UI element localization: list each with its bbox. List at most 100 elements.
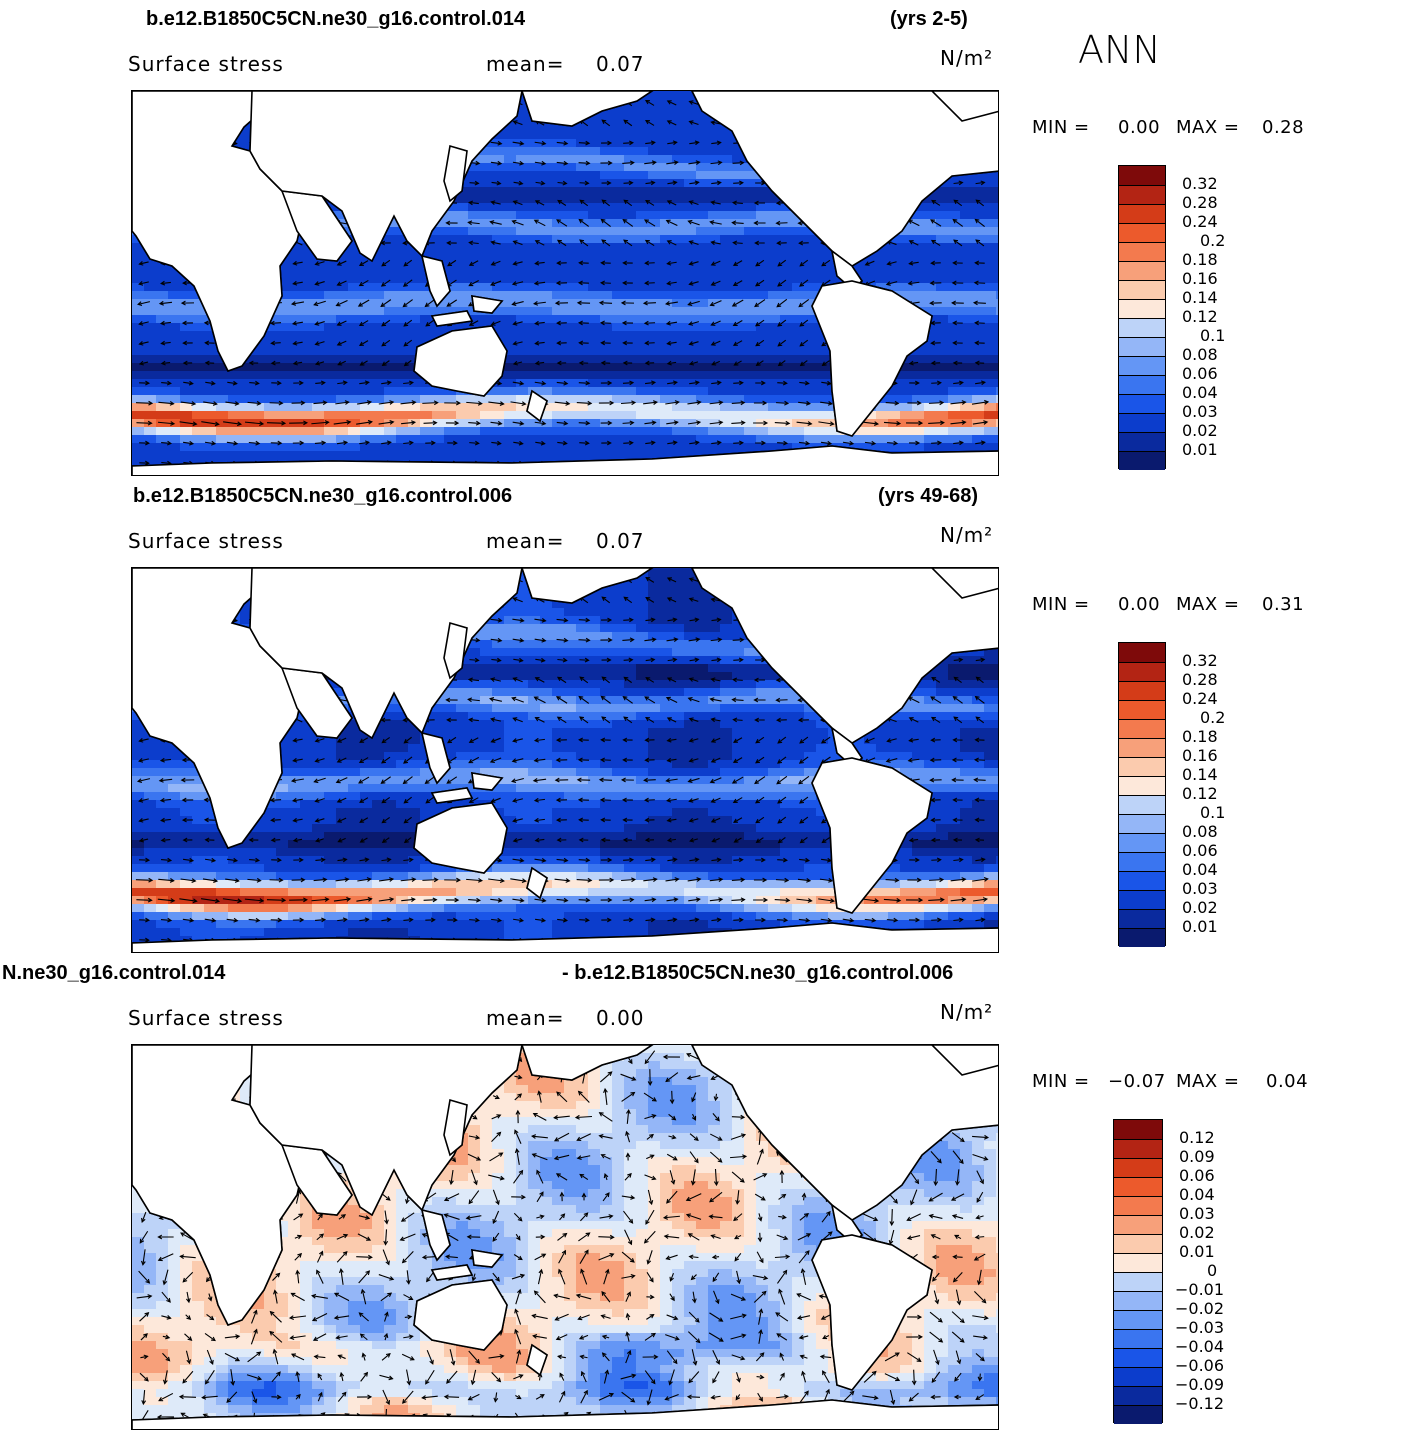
colorbar-tick-label: 0.02 [1179,1223,1215,1242]
colorbar-swatch [1119,204,1165,223]
colorbar-swatch [1119,356,1165,375]
colorbar-box [1118,165,1166,470]
colorbar-swatch [1114,1291,1162,1310]
colorbar-swatch [1119,776,1165,795]
colorbar-swatch [1119,643,1165,662]
panel1-max-value: 0.28 [1262,117,1305,138]
panel1-min-value: 0.00 [1118,117,1161,138]
panel1-max-label: MAX = [1176,117,1240,138]
colorbar-swatch [1119,413,1165,432]
colorbar-tick-label: 0.12 [1182,307,1218,326]
colorbar-swatch [1119,432,1165,451]
colorbar-tick-label: 0.09 [1179,1147,1215,1166]
panel2-max-label: MAX = [1176,594,1240,615]
colorbar-swatch [1114,1405,1162,1424]
colorbar-tick-label: 0.18 [1182,727,1218,746]
colorbar-swatch [1119,185,1165,204]
panel1-mean-label: mean= [486,52,565,76]
land-overlay [132,91,998,475]
colorbar-swatch [1119,662,1165,681]
colorbar-swatch [1114,1329,1162,1348]
land-overlay [132,568,998,952]
colorbar-tick-label: 0.01 [1179,1242,1215,1261]
colorbar-tick-label: 0.08 [1182,345,1218,364]
panel3-min-value: −0.07 [1108,1071,1166,1092]
colorbar-swatch [1119,337,1165,356]
colorbar-swatch [1119,299,1165,318]
colorbar-tick-label: 0.16 [1182,746,1218,765]
panel3-max-value: 0.04 [1266,1071,1309,1092]
colorbar-swatch [1119,242,1165,261]
colorbar-swatch [1119,261,1165,280]
colorbar-tick-label: −0.01 [1175,1280,1225,1299]
panel3-units: N/m² [940,1000,994,1024]
panel3-years: - b.e12.B1850C5CN.ne30_g16.control.006 [562,962,954,984]
panel2-map [131,567,999,953]
colorbar-tick-label: 0.1 [1200,803,1226,822]
colorbar-swatch [1119,833,1165,852]
colorbar-swatch [1119,394,1165,413]
colorbar-swatch [1114,1177,1162,1196]
colorbar-swatch [1114,1348,1162,1367]
land-overlay [132,1045,998,1429]
colorbar-tick-label: 0.1 [1200,326,1226,345]
colorbar-tick-label: −0.04 [1175,1337,1225,1356]
panel2-min-value: 0.00 [1118,594,1161,615]
panel3-map [131,1044,999,1430]
panel3-variable-label: Surface stress [128,1006,284,1030]
colorbar-swatch [1114,1386,1162,1405]
panel1-years: (yrs 2-5) [890,8,968,30]
colorbar-tick-label: 0.01 [1182,440,1218,459]
panel1-variable-label: Surface stress [128,52,284,76]
panel3-max-label: MAX = [1176,1071,1240,1092]
panel2-years: (yrs 49-68) [878,485,979,507]
colorbar-tick-label: 0 [1207,1261,1218,1280]
colorbar-tick-label: −0.12 [1175,1394,1225,1413]
colorbar-swatch [1119,700,1165,719]
panel2-min-label: MIN = [1032,594,1090,615]
colorbar-tick-label: 0.28 [1182,193,1218,212]
colorbar-swatch [1119,852,1165,871]
colorbar-tick-label: 0.18 [1182,250,1218,269]
colorbar-swatch [1119,451,1165,470]
colorbar-swatch [1119,280,1165,299]
colorbar-swatch [1119,890,1165,909]
panel1-case-title: b.e12.B1850C5CN.ne30_g16.control.014 [146,8,526,30]
colorbar-swatch [1114,1234,1162,1253]
colorbar-swatch [1114,1215,1162,1234]
colorbar-swatch [1119,757,1165,776]
colorbar-tick-label: 0.03 [1182,879,1218,898]
panel3-case-title: N.ne30_g16.control.014 [2,962,226,984]
colorbar-tick-label: 0.2 [1200,708,1226,727]
colorbar-swatch [1119,318,1165,337]
colorbar-swatch [1119,795,1165,814]
colorbar-box [1113,1119,1163,1424]
panel2-variable-label: Surface stress [128,529,284,553]
season-label: ANN [1078,28,1161,72]
colorbar-tick-label: −0.03 [1175,1318,1225,1337]
colorbar-tick-label: 0.02 [1182,421,1218,440]
colorbar-tick-label: −0.09 [1175,1375,1225,1394]
colorbar-swatch [1114,1272,1162,1291]
colorbar-swatch [1114,1139,1162,1158]
colorbar-tick-label: 0.03 [1182,402,1218,421]
colorbar-swatch [1119,375,1165,394]
colorbar-tick-label: 0.2 [1200,231,1226,250]
colorbar-swatch [1119,909,1165,928]
colorbar-tick-label: 0.14 [1182,765,1218,784]
colorbar-swatch [1119,166,1165,185]
colorbar-tick-label: 0.24 [1182,212,1218,231]
panel1-units: N/m² [940,46,994,70]
colorbar-tick-label: 0.04 [1182,383,1218,402]
panel3-mean-label: mean= [486,1006,565,1030]
colorbar-tick-label: 0.28 [1182,670,1218,689]
colorbar-tick-label: 0.04 [1182,860,1218,879]
colorbar-swatch [1119,814,1165,833]
colorbar-box [1118,642,1166,947]
colorbar-swatch [1119,871,1165,890]
panel2-mean-label: mean= [486,529,565,553]
panel1-mean-value: 0.07 [596,52,645,76]
colorbar-tick-label: 0.12 [1182,784,1218,803]
panel3-mean-value: 0.00 [596,1006,645,1030]
colorbar-tick-label: 0.16 [1182,269,1218,288]
